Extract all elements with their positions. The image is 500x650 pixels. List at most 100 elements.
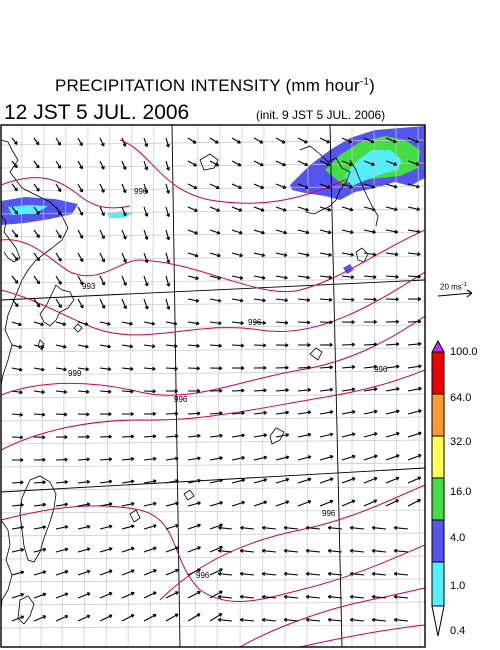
wind-vector xyxy=(33,206,40,215)
wind-vector xyxy=(349,571,365,576)
wind-vector xyxy=(143,524,157,530)
wind-vector xyxy=(187,433,201,438)
wind-vector xyxy=(209,275,222,280)
colorbar-label: 100.0 xyxy=(450,346,478,358)
wind-vector xyxy=(187,298,200,303)
wind-vector xyxy=(327,548,343,553)
wind-reference-label: 20 ms-1 xyxy=(440,282,468,292)
wind-vector xyxy=(319,137,330,144)
wind-vector xyxy=(143,546,157,553)
wind-vector xyxy=(231,229,243,235)
wind-vector xyxy=(297,297,311,303)
wind-vector xyxy=(297,137,308,144)
wind-vector xyxy=(165,366,178,371)
precip-small-cell xyxy=(107,211,134,218)
wind-vector xyxy=(319,499,334,507)
wind-vector xyxy=(319,252,332,257)
wind-vector xyxy=(253,252,266,258)
wind-vector xyxy=(99,252,106,263)
wind-vector xyxy=(99,275,106,286)
wind-vector xyxy=(99,137,105,147)
wind-vector xyxy=(385,160,398,166)
wind-vector xyxy=(55,525,69,530)
wind-vector xyxy=(11,275,19,284)
wind-vector xyxy=(209,321,222,326)
wind-vector xyxy=(371,571,387,576)
wind-vector xyxy=(99,614,113,622)
wind-vector xyxy=(121,591,135,599)
wind-vector xyxy=(77,229,84,239)
wind-vector xyxy=(55,614,69,622)
wind-vector xyxy=(341,454,356,461)
wind-vector xyxy=(33,615,47,622)
wind-vector xyxy=(187,160,197,167)
wind-vector xyxy=(217,594,233,599)
precip-northeast-light xyxy=(345,150,402,186)
wind-vector xyxy=(122,412,134,416)
wind-vector xyxy=(407,297,422,302)
wind-vector xyxy=(363,160,375,166)
wind-vector xyxy=(231,275,244,280)
wind-vector xyxy=(305,548,321,553)
wind-vector xyxy=(99,389,112,394)
wind-vector xyxy=(209,366,223,371)
wind-vector xyxy=(33,435,46,440)
wind-vector xyxy=(99,524,113,530)
wind-vector xyxy=(165,252,171,264)
wind-vector xyxy=(341,432,356,438)
wind-vector xyxy=(253,388,267,393)
wind-vector xyxy=(261,525,277,530)
colorbar-overflow xyxy=(431,339,445,353)
wind-vector xyxy=(393,571,409,576)
wind-vector xyxy=(275,206,287,212)
wind-vector xyxy=(55,435,68,440)
wind-vector xyxy=(121,501,135,507)
colorbar-label: 4.0 xyxy=(450,532,466,544)
colorbar-label: 64.0 xyxy=(450,392,472,404)
wind-vector xyxy=(371,525,387,530)
wind-vector xyxy=(327,617,343,622)
colorbar-bin-32-64 xyxy=(431,393,445,437)
wind-vector xyxy=(297,477,312,484)
wind-vector xyxy=(349,525,365,530)
wind-vector xyxy=(363,206,376,212)
wind-vector xyxy=(187,591,201,599)
wind-vector xyxy=(55,160,62,169)
wind-vector xyxy=(261,571,277,576)
wind-vector xyxy=(209,456,223,461)
wind-vector xyxy=(209,590,223,599)
colorbar xyxy=(431,339,445,637)
wind-vector xyxy=(11,367,23,372)
wind-vector xyxy=(165,275,171,287)
wind-vector xyxy=(407,319,422,324)
wind-vector xyxy=(283,617,299,622)
wind-vector xyxy=(209,343,222,348)
wind-vector xyxy=(11,570,25,576)
wind-vector xyxy=(11,229,19,238)
wind-vector xyxy=(253,229,265,235)
wind-vector xyxy=(55,389,68,394)
philippines-coast xyxy=(17,595,35,625)
wind-vector xyxy=(121,183,127,194)
wind-vector xyxy=(341,183,353,189)
wind-vector xyxy=(253,298,266,303)
wind-vector xyxy=(275,455,290,461)
wind-vector xyxy=(143,206,149,217)
wind-vector xyxy=(231,366,245,371)
wind-vector xyxy=(165,137,170,148)
wind-vector xyxy=(385,229,399,234)
wind-vector xyxy=(143,321,156,326)
wind-vector xyxy=(187,252,199,258)
wind-vector xyxy=(283,571,299,576)
wind-vector xyxy=(121,456,135,462)
wind-vector xyxy=(363,454,378,461)
wind-vector xyxy=(77,502,91,507)
wind-vector xyxy=(143,366,156,371)
wind-vector xyxy=(297,455,312,461)
wind-vector xyxy=(371,594,387,599)
wind-vector xyxy=(143,137,149,148)
wind-vector xyxy=(283,594,299,599)
wind-vector xyxy=(77,160,83,170)
colorbar-label: 1.0 xyxy=(450,580,466,592)
wind-vector xyxy=(55,480,69,485)
